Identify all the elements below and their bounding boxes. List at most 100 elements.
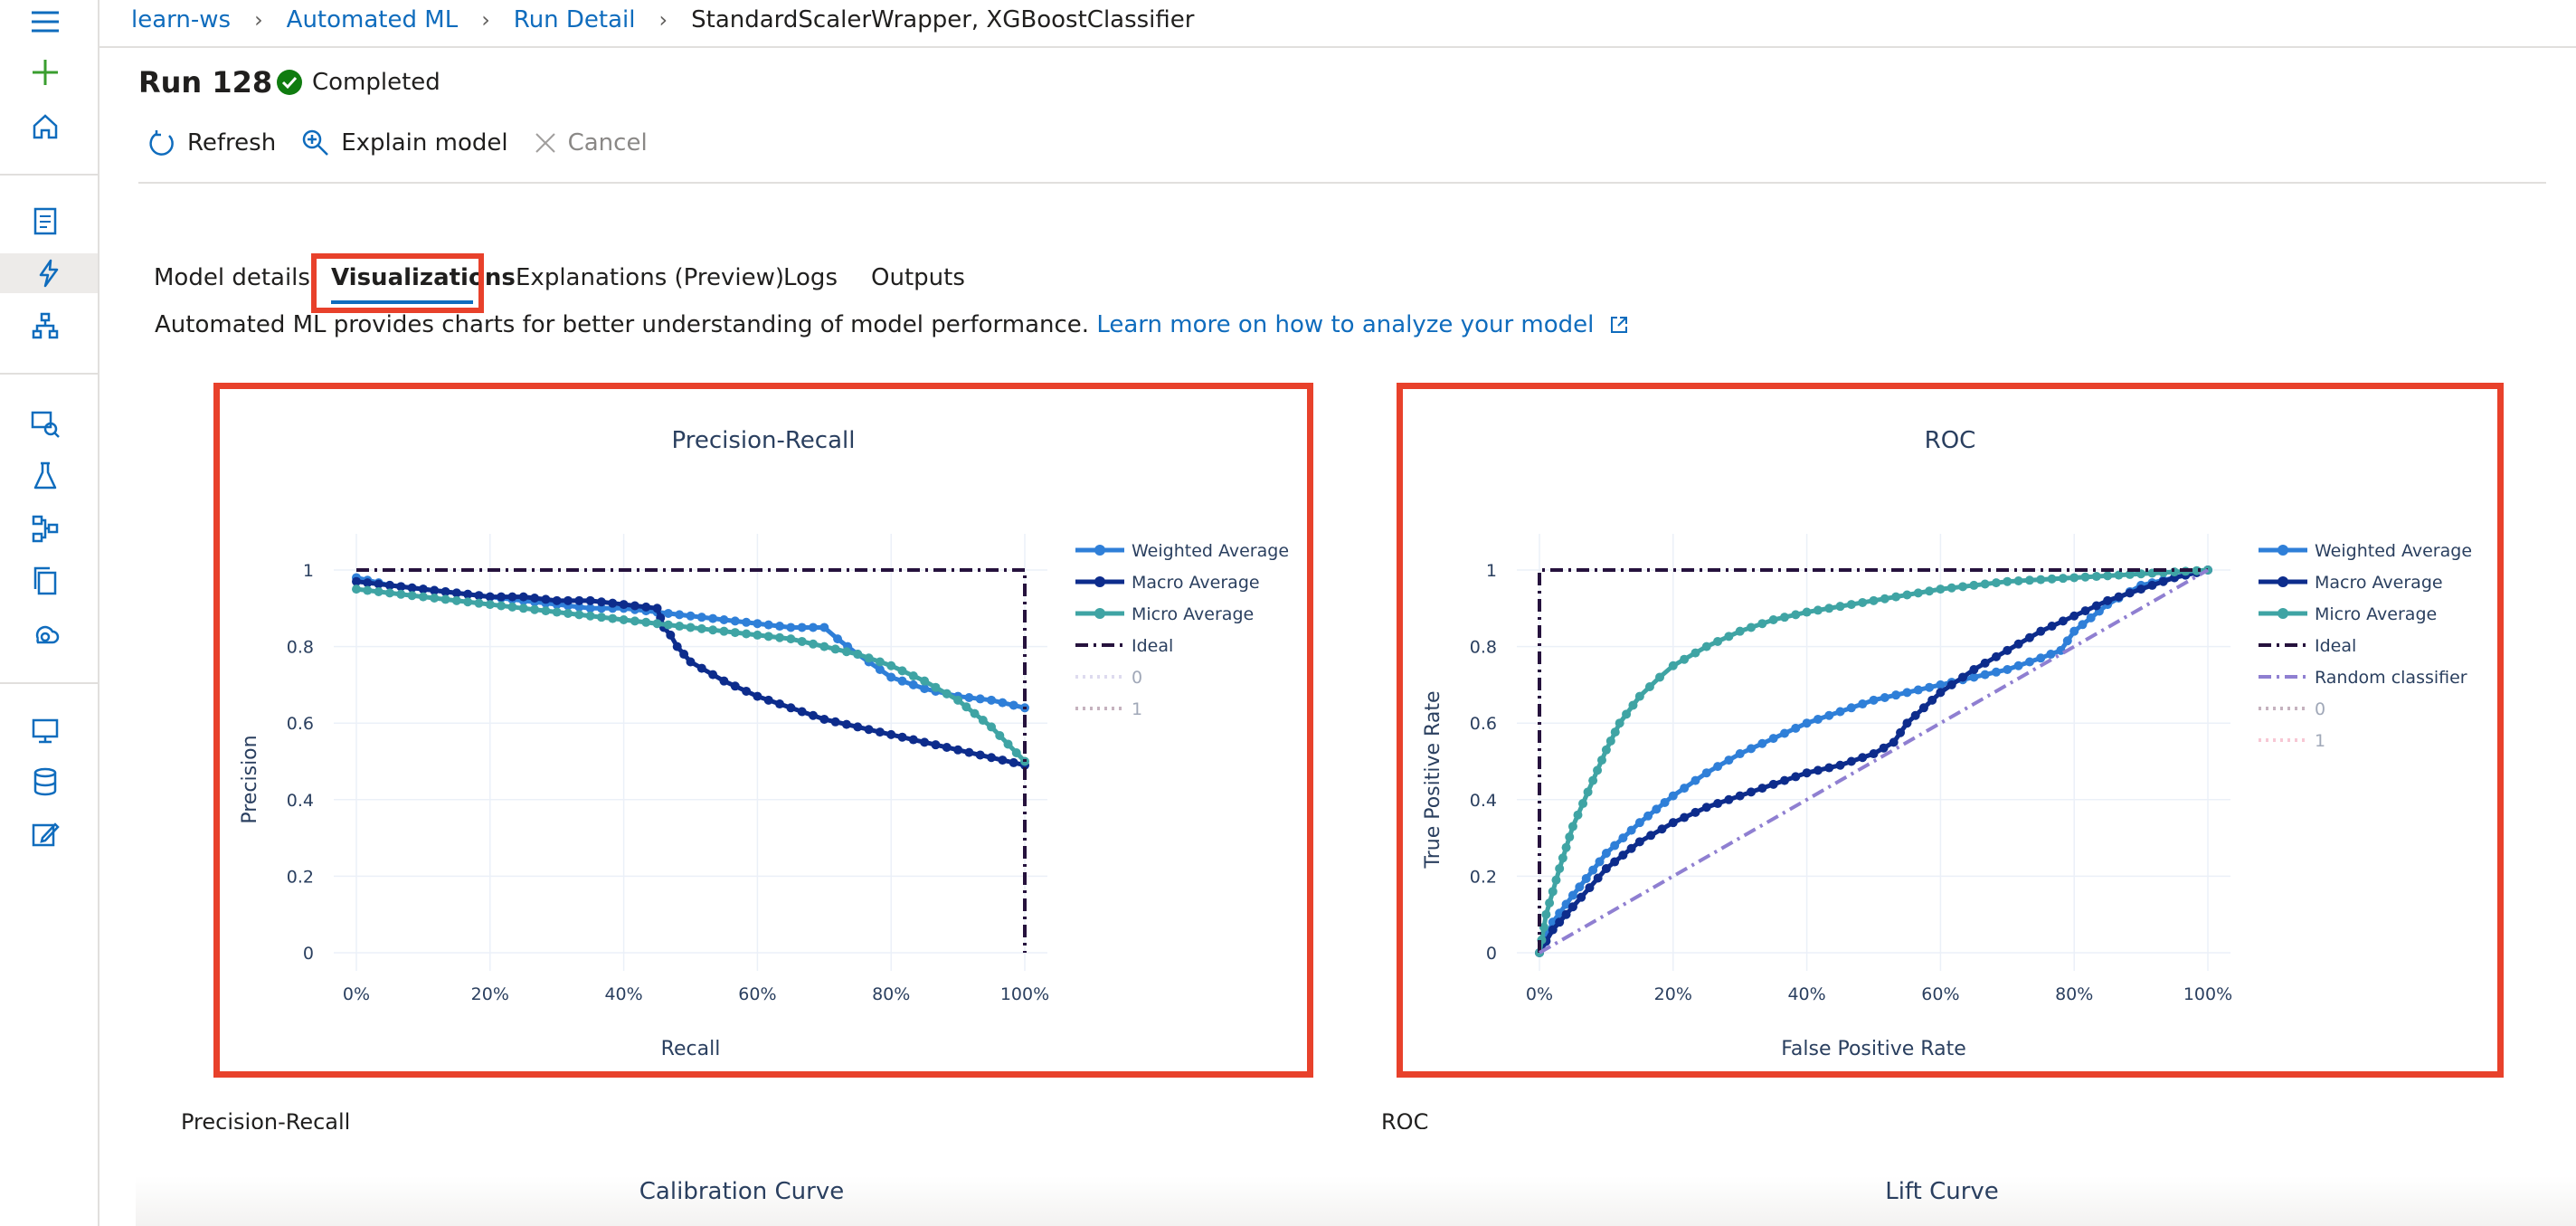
x-axis-label: Recall — [661, 1038, 721, 1060]
tab-logs[interactable]: Logs — [783, 264, 838, 291]
data-point — [2058, 616, 2068, 626]
legend-item[interactable]: Weighted Average — [2259, 541, 2472, 561]
models-icon[interactable] — [25, 561, 65, 601]
y-axis-label: True Positive Rate — [1422, 691, 1444, 870]
data-point — [1578, 799, 1588, 809]
experiments-icon[interactable] — [25, 456, 65, 496]
cancel-button[interactable]: Cancel — [534, 129, 648, 157]
legend-item[interactable]: Macro Average — [1075, 573, 1260, 593]
legend-item[interactable]: Micro Average — [1075, 604, 1254, 624]
data-point — [819, 642, 829, 651]
data-point — [2046, 650, 2056, 660]
home-icon[interactable] — [25, 107, 65, 147]
data-point — [931, 740, 941, 750]
data-point — [679, 650, 689, 660]
data-point — [1724, 794, 1734, 804]
legend-label: 0 — [1132, 668, 1142, 688]
roc-chart[interactable]: 0% 20% 40% 60% 80% 100% 0 0.2 0.4 0.6 0.8 1 False Po… — [1403, 389, 2497, 1071]
data-point — [1680, 654, 1690, 664]
command-bar: Refresh Explain model Cancel — [147, 128, 673, 157]
data-point — [585, 595, 595, 605]
breadcrumb-run-detail[interactable]: Run Detail — [513, 6, 636, 33]
y-tick-label: 0.2 — [287, 867, 314, 887]
x-tick-label: 0% — [343, 984, 370, 1004]
data-point — [1910, 710, 1920, 720]
legend-label: Ideal — [2315, 636, 2356, 656]
data-point — [1713, 799, 1723, 809]
data-point — [1713, 762, 1723, 772]
data-point — [474, 591, 484, 601]
endpoints-icon[interactable] — [25, 613, 65, 653]
labeling-icon[interactable] — [25, 814, 65, 854]
legend-label: Ideal — [1132, 636, 1173, 656]
new-icon[interactable] — [25, 52, 65, 92]
data-point — [978, 716, 988, 726]
data-point — [2114, 570, 2124, 580]
data-point — [1583, 787, 1593, 797]
data-point — [2036, 653, 2046, 663]
legend-label: Weighted Average — [2315, 541, 2472, 561]
legend-item[interactable]: Ideal — [2259, 636, 2356, 656]
data-point — [1567, 822, 1577, 832]
pipelines-icon[interactable] — [25, 508, 65, 548]
data-point — [897, 666, 907, 676]
precision-recall-section-label: Precision-Recall — [181, 1109, 351, 1129]
refresh-button[interactable]: Refresh — [147, 128, 276, 157]
legend-item[interactable]: Weighted Average — [1075, 541, 1289, 561]
data-point — [1980, 579, 1990, 589]
breadcrumb-workspace[interactable]: learn-ws — [131, 6, 232, 33]
notebooks-icon[interactable] — [25, 201, 65, 241]
series-line — [1539, 568, 2209, 955]
breadcrumb-automated-ml[interactable]: Automated ML — [286, 6, 459, 33]
legend-item[interactable]: Random classifier — [2259, 668, 2467, 688]
x-tick-label: 60% — [738, 984, 776, 1004]
explain-model-button[interactable]: Explain model — [301, 128, 508, 157]
compute-icon[interactable] — [25, 711, 65, 751]
data-point — [920, 676, 930, 686]
data-point — [708, 625, 718, 635]
data-point — [1618, 833, 1628, 843]
data-point — [875, 727, 885, 737]
tab-outputs[interactable]: Outputs — [871, 264, 965, 291]
data-point — [2003, 576, 2012, 586]
data-point — [1880, 693, 1889, 702]
data-point — [942, 742, 952, 752]
data-point — [1757, 738, 1767, 748]
x-tick-label: 80% — [2055, 984, 2093, 1004]
legend-item[interactable]: Macro Average — [2259, 573, 2443, 593]
data-point — [1768, 614, 1778, 624]
legend-item[interactable]: 1 — [2259, 731, 2325, 751]
automated-ml-icon[interactable] — [0, 253, 98, 293]
menu-icon[interactable] — [25, 2, 65, 42]
legend-item[interactable]: Micro Average — [2259, 604, 2437, 624]
data-point — [1668, 661, 1678, 670]
tab-model-details[interactable]: Model details — [154, 264, 310, 291]
data-point — [1824, 763, 1834, 773]
tab-visualizations[interactable]: Visualizations — [331, 264, 516, 291]
data-point — [808, 639, 818, 649]
legend-label: 1 — [2315, 731, 2325, 751]
description: Automated ML provides charts for better … — [155, 311, 1629, 338]
data-point — [2036, 575, 2046, 584]
data-point — [641, 617, 651, 627]
data-point — [1991, 578, 2001, 588]
datasets-icon[interactable] — [25, 404, 65, 443]
chart-title: Precision-Recall — [671, 427, 856, 454]
data-point — [1652, 804, 1662, 814]
tab-explanations[interactable]: Explanations (Preview) — [516, 264, 784, 291]
datastores-icon[interactable] — [25, 762, 65, 802]
legend-item[interactable]: Ideal — [1075, 636, 1173, 656]
data-point — [418, 584, 428, 594]
designer-icon[interactable] — [25, 306, 65, 346]
legend-item[interactable]: 1 — [1075, 699, 1142, 719]
legend-item[interactable]: 0 — [2259, 699, 2325, 719]
data-point — [2147, 580, 2157, 590]
data-point — [396, 589, 406, 599]
legend-marker — [1094, 576, 1105, 587]
precision-recall-chart[interactable]: 0% 20% 40% 60% 80% 100% 0 0.2 0.4 0.6 0.8 1 Recall Pr… — [220, 389, 1307, 1071]
legend-item[interactable]: 0 — [1075, 668, 1142, 688]
data-point — [1690, 807, 1700, 817]
data-point — [1539, 922, 1548, 932]
data-point — [1593, 765, 1603, 775]
learn-more-link[interactable]: Learn more on how to analyze your model — [1096, 311, 1628, 338]
